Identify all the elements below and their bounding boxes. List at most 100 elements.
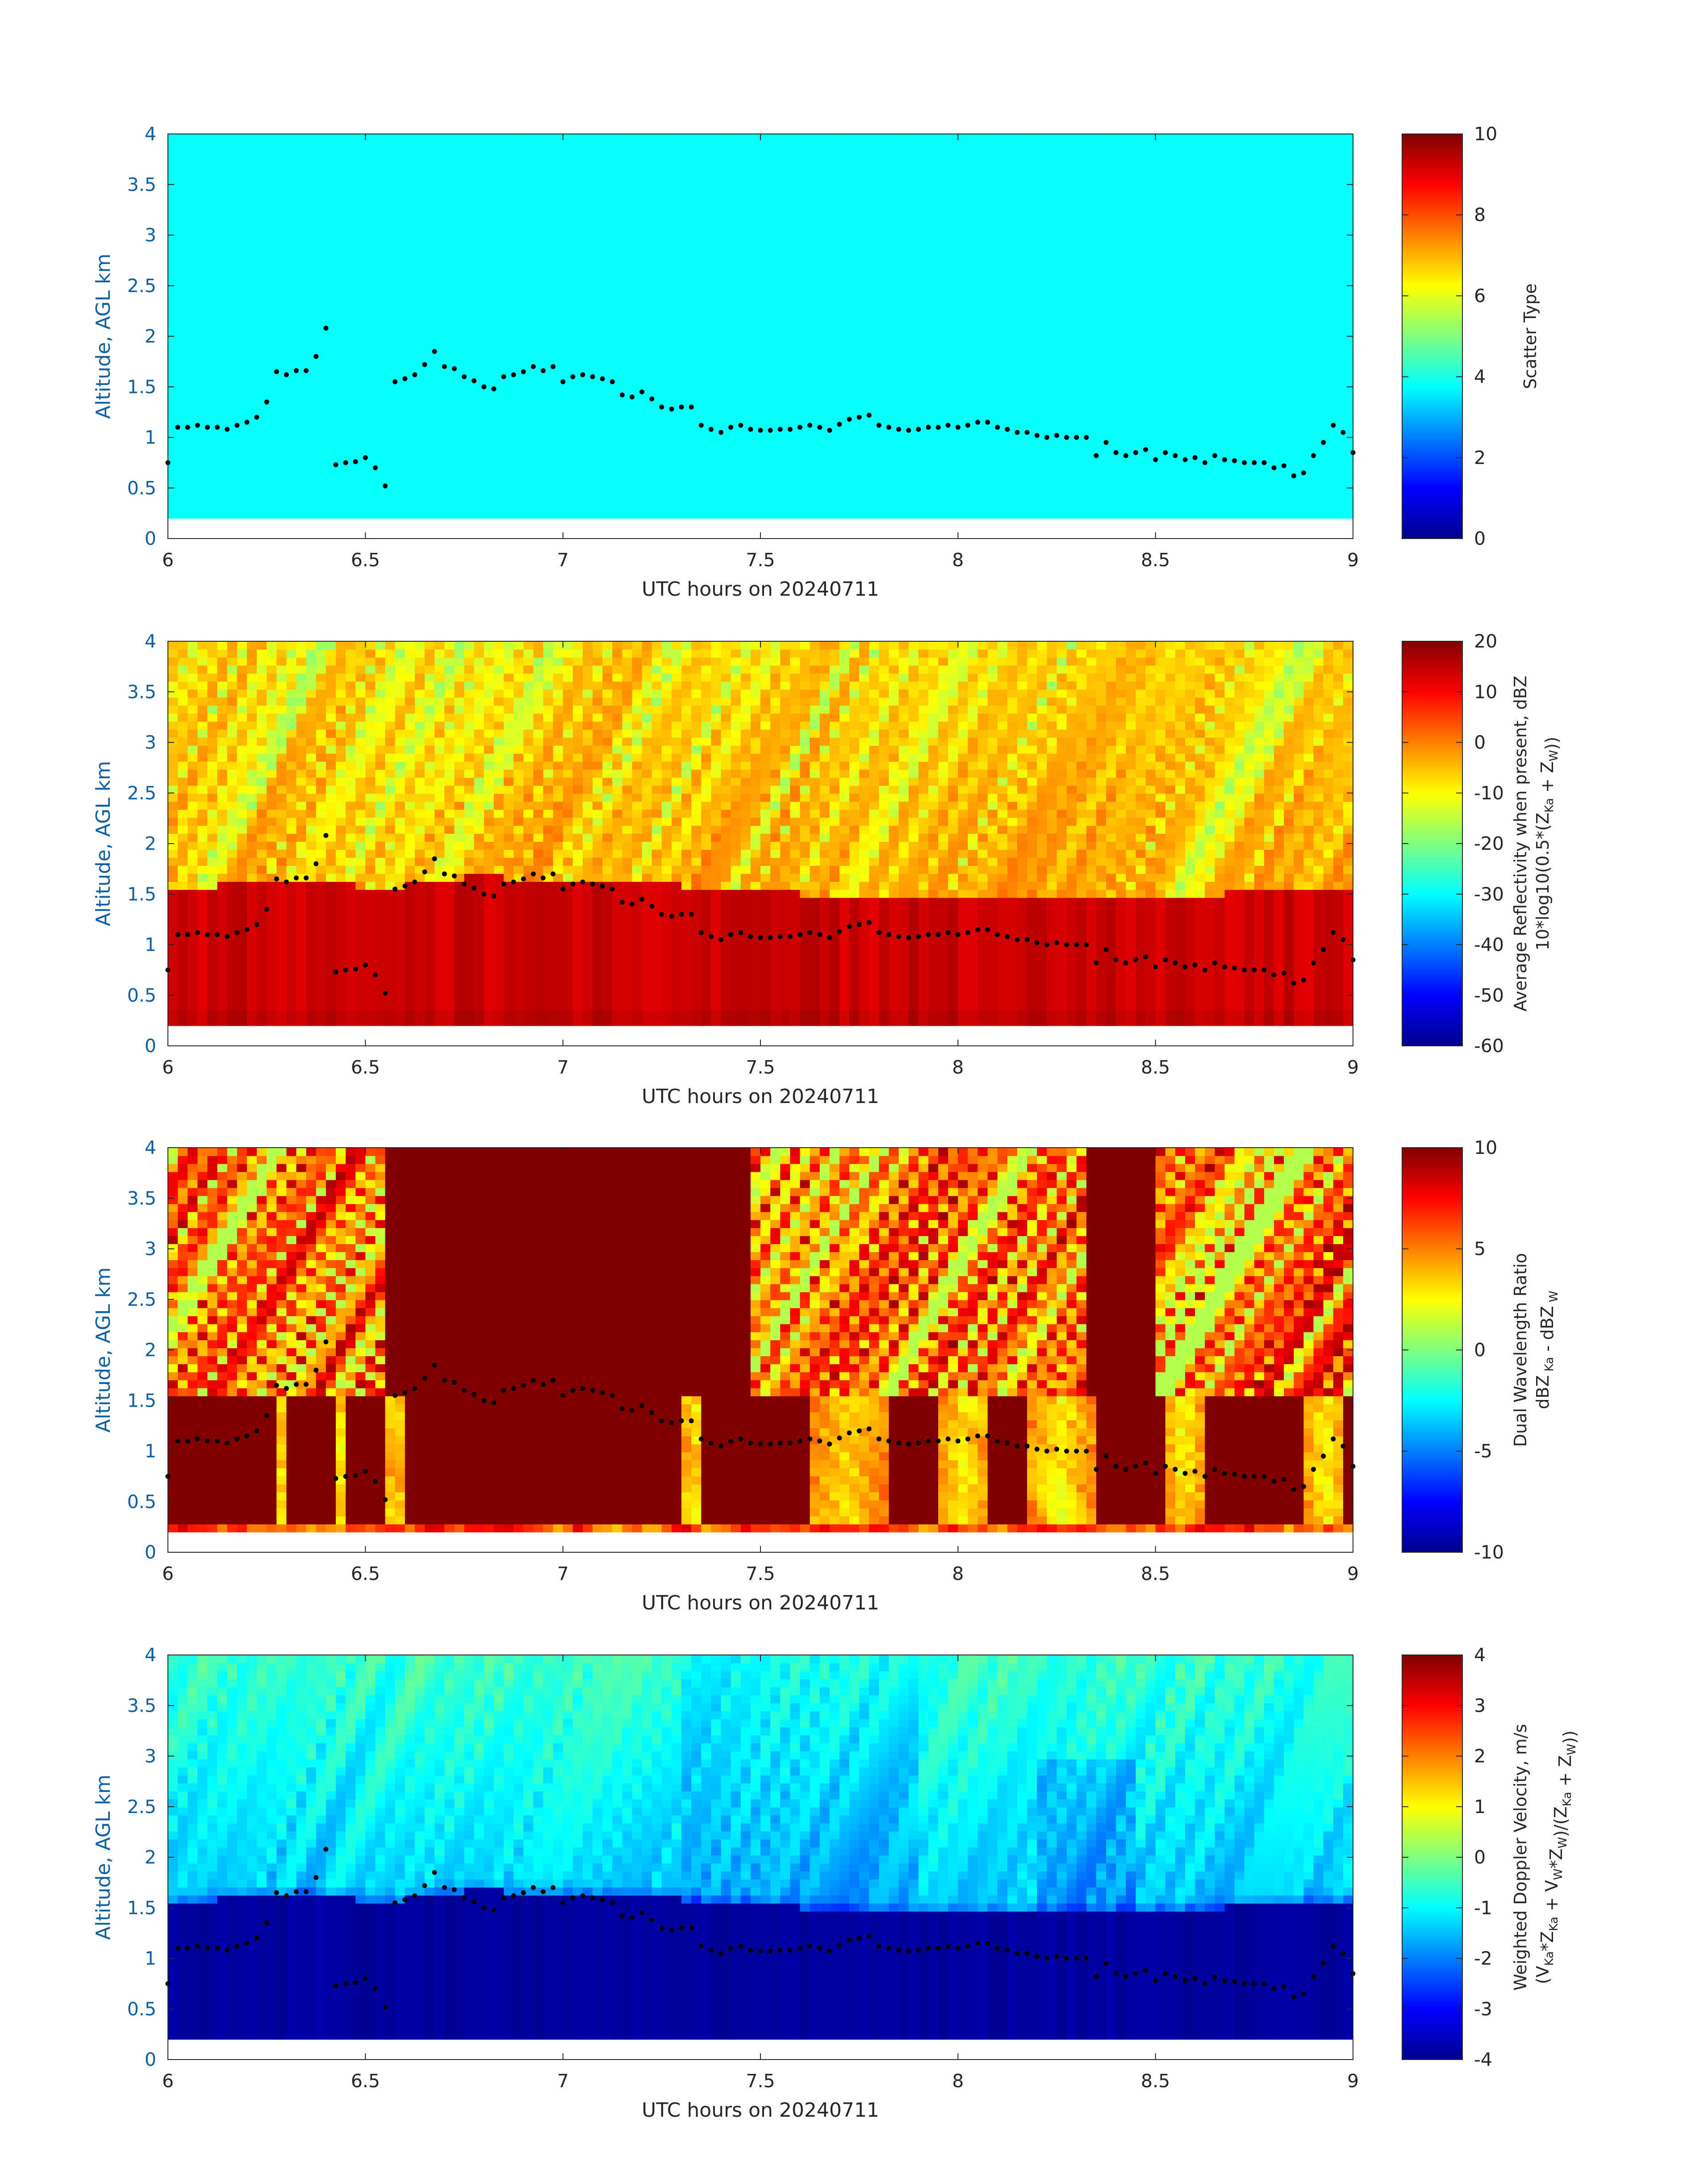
heatmap-cell [642, 446, 652, 455]
heatmap-cell [770, 230, 781, 238]
heatmap-cell [780, 510, 791, 519]
heatmap-cell [661, 158, 672, 167]
heatmap-cell [474, 158, 484, 167]
heatmap-cell [958, 134, 969, 142]
heatmap-cell [514, 510, 524, 519]
heatmap-cell [948, 350, 959, 359]
heatmap-cell [829, 238, 840, 247]
heatmap-cell [593, 502, 603, 511]
heatmap-cell [296, 294, 307, 303]
heatmap-cell [355, 222, 366, 230]
heatmap-cell [582, 446, 593, 455]
heatmap-cell [335, 150, 346, 159]
heatmap-cell [740, 262, 751, 271]
heatmap-cell [1007, 438, 1018, 447]
heatmap-cell [572, 326, 583, 335]
heatmap-cell [977, 358, 988, 367]
heatmap-cell [335, 334, 346, 343]
heatmap-cell [563, 318, 573, 327]
heatmap-cell [533, 134, 544, 142]
heatmap-cell [493, 502, 504, 511]
heatmap-cell [454, 142, 465, 150]
heatmap-cell [1116, 334, 1127, 343]
heatmap-cell [464, 286, 475, 295]
heatmap-cell [681, 326, 692, 335]
heatmap-cell [1185, 430, 1195, 439]
heatmap-cell [217, 374, 228, 383]
heatmap-cell [780, 390, 791, 399]
heatmap-cell [661, 366, 672, 375]
heatmap-cell [602, 238, 613, 247]
heatmap-cell [237, 166, 247, 175]
heatmap-cell [593, 486, 603, 495]
heatmap-cell [1116, 382, 1127, 391]
heatmap-cell [661, 430, 672, 439]
heatmap-cell [750, 422, 761, 431]
heatmap-cell [1175, 190, 1186, 199]
heatmap-cell [533, 454, 544, 463]
heatmap-cell [671, 150, 682, 159]
heatmap-cell [395, 246, 405, 255]
heatmap-cell [859, 334, 870, 343]
heatmap-cell [237, 134, 247, 142]
heatmap-cell [207, 462, 218, 471]
heatmap-cell [197, 150, 208, 159]
heatmap-cell [602, 502, 613, 511]
heatmap-cell [632, 270, 643, 279]
heatmap-cell [553, 438, 564, 447]
heatmap-cell [1136, 270, 1146, 279]
heatmap-cell [908, 502, 919, 511]
heatmap-cell [168, 286, 178, 295]
heatmap-cell [1136, 174, 1146, 183]
heatmap-cell [810, 206, 820, 215]
heatmap-cell [375, 150, 386, 159]
heatmap-cell [1155, 430, 1166, 439]
heatmap-cell [365, 198, 376, 207]
heatmap-cell [1047, 294, 1057, 303]
heatmap-cell [493, 326, 504, 335]
heatmap-cell [523, 382, 534, 391]
heatmap-cell [533, 478, 544, 487]
heatmap-cell [1086, 166, 1097, 175]
heatmap-cell [246, 222, 257, 230]
heatmap-cell [997, 182, 1008, 191]
heatmap-cell [780, 374, 791, 383]
heatmap-cell [572, 262, 583, 271]
heatmap-cell [938, 246, 949, 255]
heatmap-cell [316, 382, 326, 391]
heatmap-cell [681, 366, 692, 375]
heatmap-cell [829, 158, 840, 167]
heatmap-cell [503, 302, 514, 311]
heatmap-cell [514, 158, 524, 167]
heatmap-cell [414, 278, 425, 287]
heatmap-cell [642, 382, 652, 391]
heatmap-cell [869, 246, 880, 255]
heatmap-cell [711, 414, 722, 423]
heatmap-cell [523, 262, 534, 271]
heatmap-cell [740, 142, 751, 150]
heatmap-cell [839, 422, 850, 431]
heatmap-cell [928, 486, 939, 495]
heatmap-cell [178, 478, 188, 487]
heatmap-cell [365, 238, 376, 247]
heatmap-cell [918, 390, 929, 399]
heatmap-cell [651, 158, 662, 167]
heatmap-cell [188, 430, 198, 439]
heatmap-cell [188, 502, 198, 511]
heatmap-cell [849, 254, 860, 263]
heatmap-cell [1165, 510, 1176, 519]
heatmap-cell [414, 334, 425, 343]
heatmap-cell [365, 358, 376, 367]
heatmap-cell [671, 230, 682, 238]
heatmap-cell [1037, 398, 1048, 407]
heatmap-cell [691, 358, 702, 367]
heatmap-cell [958, 142, 969, 150]
heatmap-cell [869, 150, 880, 159]
heatmap-cell [188, 462, 198, 471]
heatmap-cell [790, 230, 801, 238]
heatmap-cell [1047, 334, 1057, 343]
heatmap-cell [217, 302, 228, 311]
heatmap-cell [770, 158, 781, 167]
heatmap-cell [760, 150, 771, 159]
heatmap-cell [207, 286, 218, 295]
